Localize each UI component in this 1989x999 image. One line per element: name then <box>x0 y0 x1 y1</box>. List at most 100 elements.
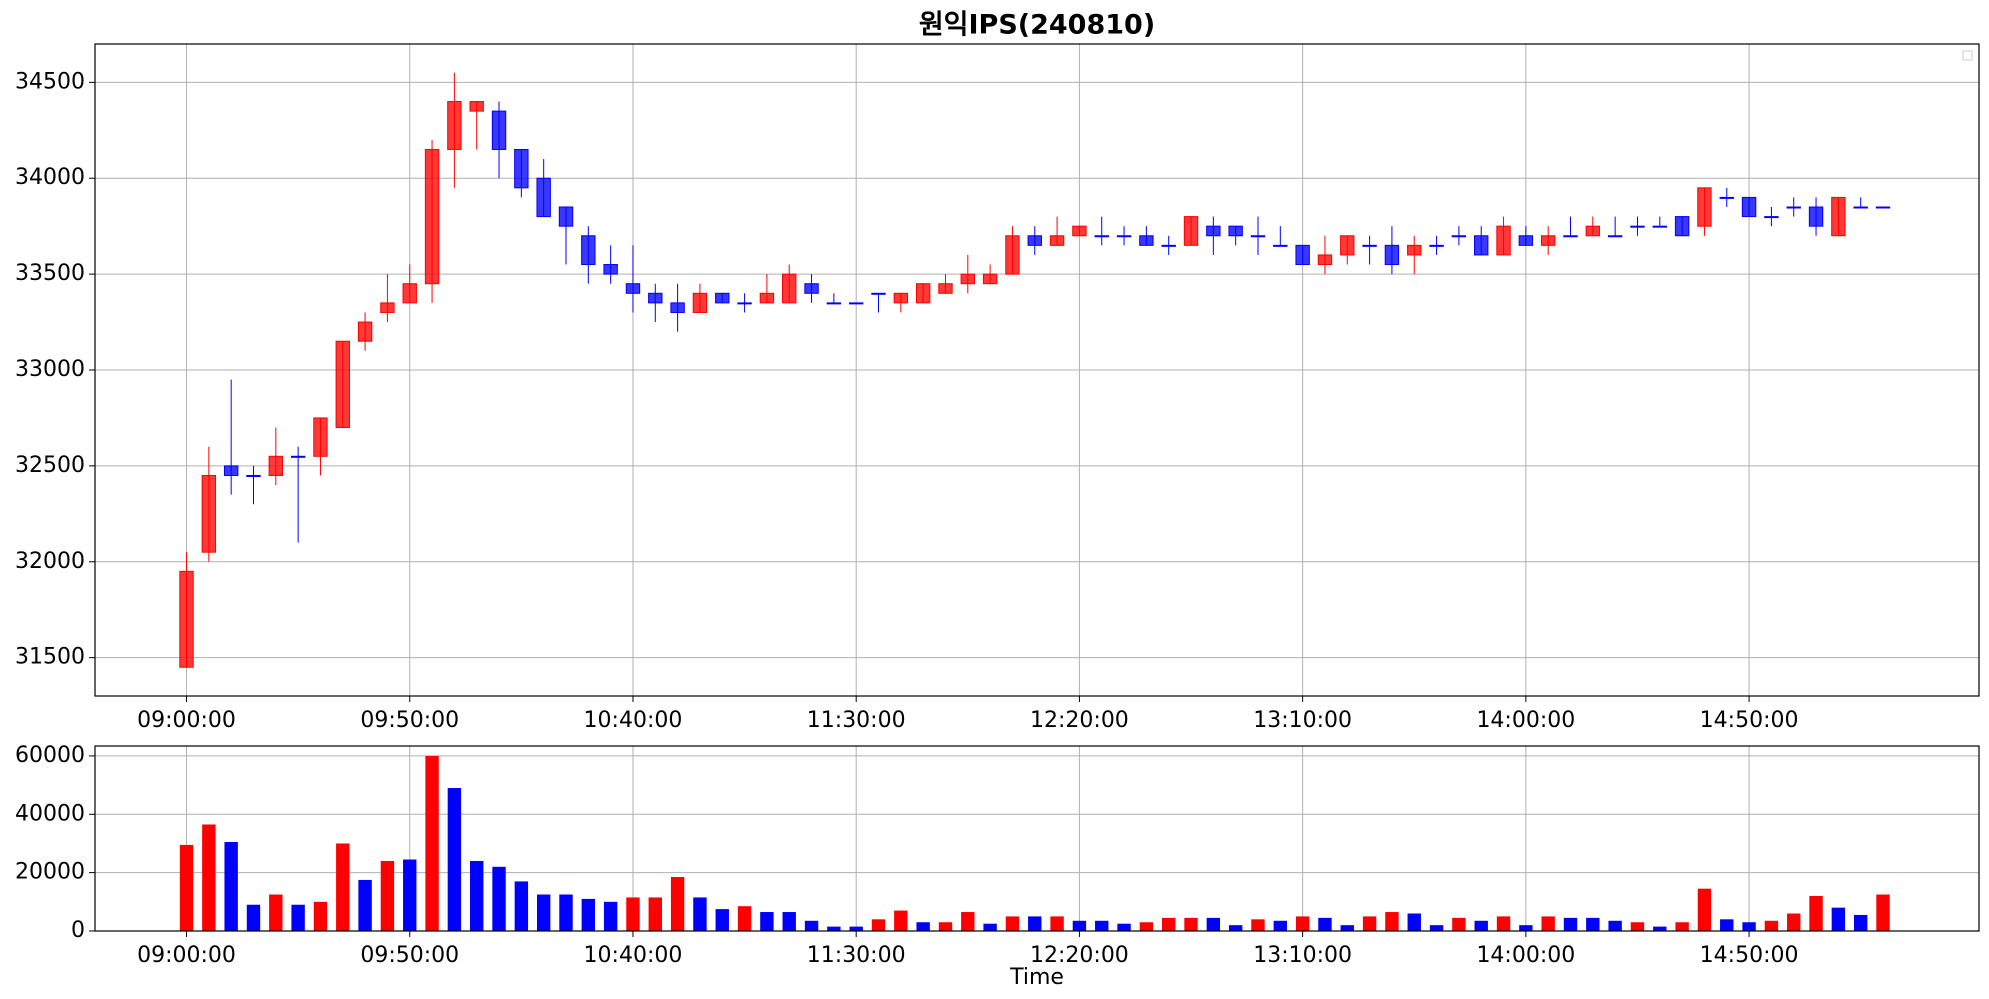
volume-bar <box>804 920 819 931</box>
candle-body <box>759 292 775 304</box>
candle-body <box>1719 196 1734 199</box>
x-tick-label: 13:10:00 <box>1253 708 1352 733</box>
volume-bar <box>782 912 796 931</box>
candle-body <box>960 273 975 285</box>
y-tick-label: 33000 <box>15 357 85 382</box>
volume-bar <box>1072 920 1087 931</box>
candle-body <box>1674 216 1690 237</box>
volume-bar <box>492 866 506 931</box>
volume-bar <box>1809 895 1823 931</box>
volume-bar <box>1273 920 1288 931</box>
volume-bar <box>1005 916 1020 931</box>
volume-bar <box>1563 917 1578 931</box>
chart-title: 원익IPS(240810) <box>919 10 1155 41</box>
x-tick-label: 14:00:00 <box>1476 708 1575 733</box>
y-tick-label: 34000 <box>15 165 85 190</box>
candle-body <box>1853 206 1868 209</box>
candle-body <box>1362 244 1377 247</box>
volume-bar <box>737 906 752 931</box>
volume-bar <box>1831 907 1846 931</box>
candle-body <box>1273 244 1288 247</box>
volume-bar <box>358 879 372 931</box>
volume-bar <box>961 912 975 931</box>
plot-frame <box>94 745 1980 932</box>
candle-body <box>223 465 239 476</box>
candle-body <box>313 417 328 457</box>
candle-body <box>804 283 819 294</box>
candle-body <box>246 474 261 477</box>
candle-body <box>1206 225 1221 237</box>
volume-bar <box>938 922 953 931</box>
volume-bar <box>202 824 216 931</box>
candle-body <box>1161 244 1176 247</box>
candle-body <box>1116 235 1132 238</box>
x-tick-label: 14:50:00 <box>1700 943 1799 968</box>
candle-body <box>1563 235 1578 238</box>
candle-body <box>536 177 551 218</box>
volume-bar <box>849 926 863 931</box>
volume-bar <box>1630 922 1645 931</box>
candle-body <box>201 474 217 553</box>
volume-bar <box>1340 925 1354 931</box>
candle-body <box>1540 235 1556 246</box>
x-tick-label: 09:00:00 <box>137 708 236 733</box>
candle-body <box>1183 216 1199 246</box>
x-tick-label: 09:50:00 <box>360 708 459 733</box>
y-tick-label: 20000 <box>15 860 85 885</box>
volume-bar <box>894 910 908 931</box>
candle-body <box>491 110 507 150</box>
candle-body <box>715 292 730 304</box>
x-tick-label: 10:40:00 <box>584 943 683 968</box>
x-axis-label: Time <box>1009 965 1064 990</box>
volume-bar <box>1139 922 1154 931</box>
candle-body <box>893 292 909 304</box>
volume-bar <box>1251 919 1265 931</box>
volume-bar <box>1496 916 1511 931</box>
volume-bar <box>514 881 529 931</box>
candle-body <box>1875 206 1891 209</box>
candle-body <box>268 455 284 476</box>
x-tick-label: 11:30:00 <box>807 708 906 733</box>
volume-bar <box>313 901 328 931</box>
candle-body <box>670 302 685 313</box>
candle-body <box>737 302 752 305</box>
candle-body <box>1451 235 1467 238</box>
y-tick-label: 0 <box>71 918 85 943</box>
volume-bar <box>871 919 886 931</box>
volume-bar <box>693 897 707 931</box>
candle-body <box>625 283 641 294</box>
volume-bar <box>648 897 662 931</box>
candle-body <box>179 570 194 668</box>
candle-body <box>692 292 708 313</box>
candle-body <box>1652 225 1667 228</box>
y-tick-label: 32500 <box>15 453 85 478</box>
volume-bar <box>1853 914 1868 931</box>
plot-frame <box>94 43 1980 697</box>
candle-body <box>1764 216 1779 219</box>
candle-body <box>1518 235 1534 246</box>
candle-body <box>848 302 864 305</box>
x-tick-label: 09:50:00 <box>360 943 459 968</box>
volume-bar <box>403 859 417 931</box>
volume-bar <box>1720 919 1734 931</box>
volume-bar <box>1474 920 1488 931</box>
x-tick-label: 12:20:00 <box>1030 708 1129 733</box>
candle-body <box>1250 235 1266 238</box>
candle-body <box>357 321 373 342</box>
y-tick-label: 40000 <box>15 801 85 826</box>
volume-bar <box>470 860 484 931</box>
candle-body <box>1831 196 1846 237</box>
volume-bar <box>1742 922 1756 931</box>
candle-body <box>871 292 886 295</box>
x-tick-label: 14:00:00 <box>1476 943 1575 968</box>
candle-body <box>335 340 350 429</box>
volume-bar <box>1228 925 1243 931</box>
volume-bar <box>1385 912 1399 931</box>
candle-body <box>1607 235 1623 238</box>
y-tick-label: 32000 <box>15 549 85 574</box>
volume-bar <box>1764 920 1779 931</box>
volume-bar <box>269 894 283 931</box>
volume-bar <box>1184 917 1198 931</box>
legend-box <box>1962 50 1973 61</box>
candle-body <box>1094 235 1109 238</box>
